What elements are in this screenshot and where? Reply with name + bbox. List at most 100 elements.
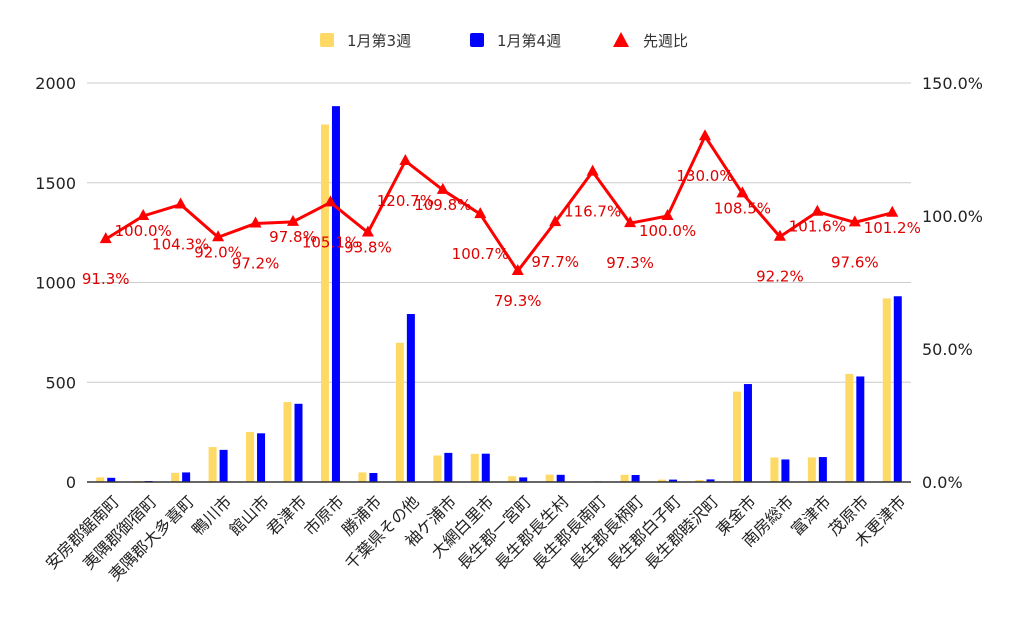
left-tick-label: 0: [66, 473, 76, 492]
line-data-label: 101.6%: [789, 218, 846, 236]
category-label: 富津市: [787, 492, 834, 539]
line-marker: [736, 186, 749, 198]
line-marker: [511, 264, 524, 276]
left-tick-label: 1000: [35, 274, 76, 293]
legend-swatch-series-1: [320, 33, 334, 47]
legend-item-series-3[interactable]: 先週比: [613, 32, 688, 50]
bar-series-2: [369, 473, 378, 482]
line-marker: [811, 204, 824, 216]
line-marker: [661, 209, 674, 220]
category-labels: 安房郡鋸南町夷隅郡御宿町夷隅郡大多喜町鴨川市館山市君津市市原市勝浦市千葉県その他…: [42, 492, 910, 585]
bar-series-1: [283, 402, 292, 482]
bar-series-1: [246, 431, 255, 482]
bar-series: [96, 106, 902, 482]
line-data-label: 101.2%: [864, 219, 921, 237]
line-series-path: [104, 134, 893, 273]
line-marker: [137, 209, 150, 220]
category-label: 市原市: [300, 492, 347, 539]
line-data-label: 97.7%: [531, 253, 579, 271]
line-data-label: 105.1%: [302, 233, 359, 251]
bar-series-1: [545, 474, 554, 482]
bar-series-1: [508, 476, 517, 482]
line-marker: [474, 207, 487, 219]
bar-series-1: [358, 472, 367, 482]
right-tick-label: 50.0%: [922, 340, 973, 359]
bar-series-2: [294, 403, 303, 482]
line-marker: [324, 195, 337, 207]
bar-series-1: [433, 455, 442, 482]
line-data-label: 92.0%: [194, 243, 242, 261]
legend-item-series-2[interactable]: 1月第4週: [470, 32, 561, 50]
bar-series-2: [856, 376, 865, 482]
line-data-label: 97.8%: [269, 228, 317, 246]
bar-series-1: [320, 124, 329, 482]
legend-label-series-1: 1月第3週: [347, 32, 411, 50]
category-label: 鴨川市: [188, 492, 235, 539]
line-marker: [399, 153, 412, 165]
bar-series-1: [732, 391, 741, 482]
bar-series-1: [470, 453, 479, 482]
line-marker: [848, 215, 861, 227]
bar-series-2: [669, 479, 678, 482]
bar-series-2: [481, 453, 490, 482]
line-data-label: 93.8%: [344, 238, 392, 256]
bar-series-2: [257, 433, 266, 482]
bar-series-1: [845, 373, 854, 482]
bar-series-2: [182, 472, 191, 482]
line-marker: [549, 215, 562, 227]
line-series: 91.3%100.0%104.3%92.0%97.2%97.8%105.1%93…: [82, 129, 921, 310]
line-data-label: 97.2%: [232, 254, 280, 272]
right-axis: 0.0% 50.0% 100.0% 150.0%: [922, 74, 983, 492]
bar-series-1: [658, 479, 667, 482]
legend-marker-series-3: [613, 32, 629, 47]
bar-series-1: [96, 477, 105, 482]
line-data-label: 104.3%: [152, 236, 209, 254]
bar-series-1: [171, 472, 180, 482]
line-marker: [886, 205, 899, 217]
legend-item-series-1[interactable]: 1月第3週: [320, 32, 411, 50]
line-marker: [586, 164, 599, 176]
line-data-label: 100.7%: [452, 245, 509, 263]
line-data-label: 97.6%: [831, 253, 879, 271]
legend-label-series-2: 1月第4週: [497, 32, 561, 50]
legend: 1月第3週 1月第4週 先週比: [320, 32, 688, 50]
bar-series-1: [208, 447, 217, 482]
bar-series-2: [107, 477, 116, 482]
bar-series-2: [556, 474, 565, 482]
bar-series-1: [695, 480, 704, 482]
line-data-label: 91.3%: [82, 270, 130, 288]
line-data-label: 100.0%: [639, 222, 696, 240]
bar-series-2: [406, 314, 415, 482]
line-marker: [174, 197, 187, 209]
line-marker: [436, 182, 449, 194]
line-marker: [361, 225, 374, 237]
left-tick-label: 1500: [35, 174, 76, 193]
bar-series-2: [331, 106, 340, 482]
bar-series-2: [631, 475, 640, 482]
legend-swatch-series-2: [470, 33, 484, 47]
line-marker: [773, 229, 786, 241]
line-data-label: 120.7%: [377, 192, 434, 210]
legend-label-series-3: 先週比: [643, 32, 688, 50]
right-tick-label: 100.0%: [922, 207, 983, 226]
bar-series-1: [395, 342, 404, 482]
line-data-label: 100.0%: [115, 222, 172, 240]
category-label: 君津市: [263, 492, 310, 539]
line-data-label: 116.7%: [564, 203, 621, 221]
line-data-label: 92.2%: [756, 268, 804, 286]
bar-series-2: [893, 296, 902, 482]
line-data-label: 97.3%: [606, 254, 654, 272]
left-axis: 0 500 1000 1500 2000: [35, 74, 76, 492]
line-data-label: 79.3%: [494, 292, 542, 310]
left-tick-label: 500: [45, 373, 76, 392]
line-marker: [249, 216, 262, 228]
bar-series-1: [620, 474, 629, 482]
bar-series-1: [882, 298, 891, 482]
line-data-label: 130.0%: [676, 167, 733, 185]
bar-series-2: [818, 457, 827, 482]
bar-series-2: [519, 477, 528, 482]
line-marker: [287, 214, 299, 226]
line-marker: [624, 216, 637, 228]
